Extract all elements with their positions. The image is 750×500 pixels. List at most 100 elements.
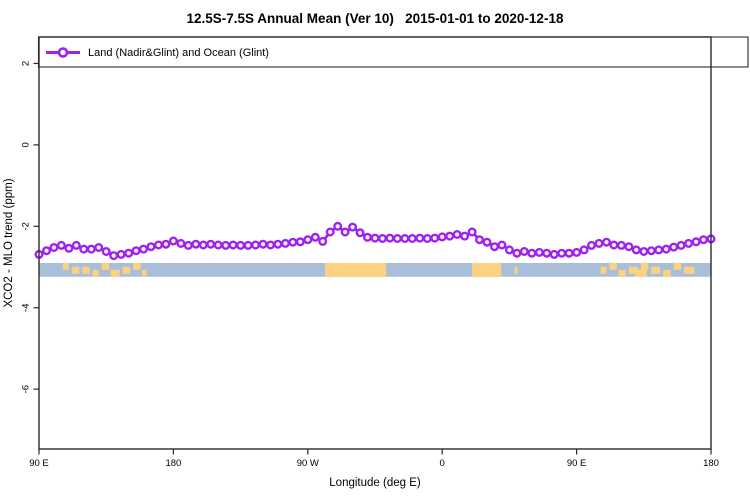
legend-label: Land (Nadir&Glint) and Ocean (Glint) [88, 47, 269, 59]
map-strip-land-segment [663, 269, 671, 277]
x-tick-label: 90 W [297, 458, 319, 469]
data-point-marker [310, 232, 320, 242]
data-point-marker [303, 235, 313, 245]
chart-title: 12.5S-7.5S Annual Mean (Ver 10) 2015-01-… [187, 11, 564, 26]
data-point-marker [64, 243, 74, 253]
map-strip-land-segment [142, 269, 147, 277]
data-point-marker [325, 227, 335, 237]
data-point-marker [94, 242, 104, 252]
data-point-marker [661, 244, 671, 254]
map-strip-land-segment [62, 262, 69, 270]
data-point-marker [198, 240, 208, 250]
map-strip-land-segment [122, 266, 131, 274]
data-point-marker [385, 233, 395, 243]
data-point-marker [116, 249, 126, 259]
data-point-marker [206, 239, 216, 249]
data-point-marker [378, 233, 388, 243]
data-point-marker [437, 232, 447, 242]
data-point-marker [400, 233, 410, 243]
data-point-marker [191, 239, 201, 249]
data-point-marker [482, 237, 492, 247]
data-point-marker [519, 246, 529, 256]
data-point-marker [475, 235, 485, 245]
map-strip-land-segment [324, 262, 387, 277]
data-point-marker [602, 237, 612, 247]
data-point-marker [363, 232, 373, 242]
x-axis-label: Longitude (deg E) [329, 477, 421, 489]
data-point-marker [221, 240, 231, 250]
data-point-marker [504, 245, 514, 255]
data-point-marker [71, 240, 81, 250]
data-point-marker [340, 227, 350, 237]
data-point-marker [295, 237, 305, 247]
data-point-marker [452, 229, 462, 239]
data-point-marker [176, 238, 186, 248]
data-point-marker [258, 239, 268, 249]
data-point-marker [250, 240, 260, 250]
y-tick-label: -6 [21, 385, 32, 393]
data-point-marker [146, 242, 156, 252]
data-point-marker [564, 248, 574, 258]
data-point-marker [355, 228, 365, 238]
data-point-marker [594, 238, 604, 248]
data-point-marker [161, 239, 171, 249]
data-point-marker [153, 240, 163, 250]
data-point-marker [288, 237, 298, 247]
data-point-marker [183, 240, 193, 250]
data-point-marker [348, 222, 358, 232]
data-point-marker [407, 233, 417, 243]
data-point-marker [684, 238, 694, 248]
data-point-marker [138, 244, 148, 254]
data-point-marker [534, 247, 544, 257]
data-point-marker [56, 240, 66, 250]
map-strip-land-segment [609, 262, 617, 270]
data-point-marker [213, 240, 223, 250]
legend-box [37, 36, 749, 68]
data-point-marker [691, 237, 701, 247]
map-strip-land-segment [110, 269, 120, 277]
x-tick-label: 90 E [29, 458, 49, 469]
data-point-marker [639, 246, 649, 256]
data-point-marker [490, 242, 500, 252]
data-point-marker [228, 240, 238, 250]
map-strip-land-segment [651, 266, 661, 274]
y-tick-label: 2 [21, 61, 32, 66]
map-strip-land-segment [71, 266, 80, 274]
data-point-marker [445, 231, 455, 241]
x-tick-label: 180 [703, 458, 719, 469]
data-point-marker [654, 245, 664, 255]
data-point-marker [42, 246, 52, 256]
map-strip-land-segment [514, 266, 518, 274]
data-point-marker [86, 244, 96, 254]
data-point-marker [124, 248, 134, 258]
y-axis-label: XCO2 - MLO trend (ppm) [3, 178, 15, 307]
data-point-marker [131, 246, 141, 256]
map-strip-land-segment [133, 262, 141, 270]
data-point-marker [422, 233, 432, 243]
map-strip-land-segment [640, 262, 649, 270]
data-point-marker [624, 242, 634, 252]
legend: Land (Nadir&Glint) and Ocean (Glint) [37, 36, 749, 68]
map-strip-land-segment [101, 262, 110, 270]
data-point-marker [497, 240, 507, 250]
data-point-marker [512, 248, 522, 258]
map-strip-land-segment [673, 262, 682, 270]
data-point-marker [49, 242, 59, 252]
map-strip-land-segment [618, 269, 626, 277]
data-point-marker [273, 239, 283, 249]
map-strip-land-segment [82, 266, 90, 274]
data-point-marker [587, 240, 597, 250]
data-point-marker [109, 251, 119, 261]
data-point-marker [467, 227, 477, 237]
map-strip-land-segment [684, 266, 695, 274]
data-point-marker [616, 240, 626, 250]
data-point-marker [676, 240, 686, 250]
data-point-marker [266, 240, 276, 250]
data-point-marker [609, 240, 619, 250]
map-strip-land-segment [634, 269, 647, 277]
data-point-marker [318, 236, 328, 246]
data-point-marker [243, 240, 253, 250]
data-point-marker [392, 233, 402, 243]
legend-marker-icon [57, 47, 69, 58]
